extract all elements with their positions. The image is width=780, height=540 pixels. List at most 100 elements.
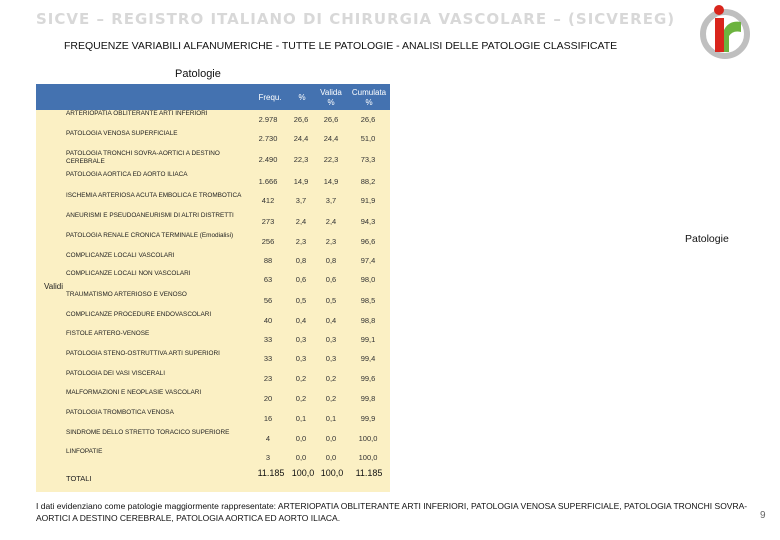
row-label: ISCHEMIA ARTERIOSA ACUTA EMBOLICA E TROM…: [66, 192, 242, 199]
row-pct-cell: 0,6: [295, 275, 307, 284]
total-frequency: 11.185: [257, 468, 285, 478]
header-frequency: Frequ.: [258, 93, 282, 102]
row-freq-cell: 20: [263, 394, 273, 403]
row-cum-cell: 97,4: [360, 256, 376, 265]
row-cum-cell: 26,6: [360, 115, 376, 124]
row-pct-cell: 0,4: [295, 316, 307, 325]
header-percent: %: [298, 93, 306, 102]
row-valid-cell: 0,8: [325, 256, 337, 265]
row-label: MALFORMAZIONI E NEOPLASIE VASCOLARI: [66, 389, 202, 396]
row-freq-cell: 56: [263, 296, 273, 305]
row-cum-cell: 98,5: [360, 296, 376, 305]
row-pct-cell: 0,3: [295, 335, 307, 344]
row-freq-cell: 33: [263, 354, 273, 363]
row-valid-cell: 24,4: [323, 134, 339, 143]
table-title: Patologie: [175, 68, 221, 80]
row-pct-cell: 3,7: [295, 196, 307, 205]
registry-logo: [700, 5, 750, 59]
row-label: SINDROME DELLO STRETTO TORACICO SUPERIOR…: [66, 429, 230, 436]
row-pct-cell: 0,2: [295, 374, 307, 383]
row-label: PATOLOGIA DEI VASI VISCERALI: [66, 370, 165, 377]
row-cum-cell: 96,6: [360, 237, 376, 246]
row-freq-cell: 63: [263, 275, 273, 284]
row-valid-cell: 0,6: [325, 275, 337, 284]
row-valid-cell: 26,6: [323, 115, 339, 124]
row-valid-cell: 0,3: [325, 354, 337, 363]
row-label: COMPLICANZE LOCALI VASCOLARI: [66, 252, 175, 259]
footer-note: I dati evidenziano come patologie maggio…: [36, 501, 748, 523]
row-pct-cell: 26,6: [293, 115, 309, 124]
total-valid-percent: 100,0: [320, 468, 344, 478]
slide-subtitle: FREQUENZE VARIABILI ALFANUMERICHE - TUTT…: [64, 40, 618, 52]
row-cum-cell: 99,8: [360, 394, 376, 403]
row-cum-cell: 100,0: [358, 453, 378, 462]
row-valid-cell: 0,5: [325, 296, 337, 305]
table-header-band: [36, 84, 390, 110]
row-cum-cell: 88,2: [360, 177, 376, 186]
total-cumulative: 11.185: [355, 468, 383, 478]
row-freq-cell: 23: [263, 374, 273, 383]
row-pct-cell: 22,3: [293, 155, 309, 164]
row-freq-cell: 4: [265, 434, 271, 443]
row-freq-cell: 273: [261, 217, 275, 226]
row-label: PATOLOGIA AORTICA ED AORTO ILIACA: [66, 171, 188, 178]
row-cum-cell: 99,9: [360, 414, 376, 423]
row-label: ANEURISMI E PSEUDOANEURISMI DI ALTRI DIS…: [66, 212, 234, 219]
row-label: ARTERIOPATIA OBLITERANTE ARTI INFERIORI: [66, 110, 208, 117]
row-freq-cell: 2.730: [258, 134, 278, 143]
row-pct-cell: 0,8: [295, 256, 307, 265]
row-freq-cell: 40: [263, 316, 273, 325]
header-valid-percent: Valida%: [320, 88, 342, 107]
row-cum-cell: 99,6: [360, 374, 376, 383]
row-cum-cell: 98,8: [360, 316, 376, 325]
row-valid-cell: 0,2: [325, 394, 337, 403]
row-valid-cell: 14,9: [323, 177, 339, 186]
total-label: TOTALI: [66, 474, 92, 483]
row-pct-cell: 0,3: [295, 354, 307, 363]
row-valid-cell: 0,2: [325, 374, 337, 383]
row-valid-cell: 3,7: [325, 196, 337, 205]
row-label: TRAUMATISMO ARTERIOSO E VENOSO: [66, 291, 187, 298]
row-valid-cell: 0,3: [325, 335, 337, 344]
row-freq-cell: 3: [265, 453, 271, 462]
row-pct-cell: 0,1: [295, 414, 307, 423]
page-number: 9: [760, 510, 766, 521]
row-valid-cell: 0,1: [325, 414, 337, 423]
row-cum-cell: 94,3: [360, 217, 376, 226]
chart-legend-label: Patologie: [685, 233, 729, 245]
row-freq-cell: 1.666: [258, 177, 278, 186]
row-pct-cell: 2,4: [295, 217, 307, 226]
row-label: FISTOLE ARTERO-VENOSE: [66, 330, 150, 337]
valid-group-label: Validi: [44, 282, 63, 291]
row-freq-cell: 88: [263, 256, 273, 265]
row-pct-cell: 0,5: [295, 296, 307, 305]
row-cum-cell: 98,0: [360, 275, 376, 284]
row-valid-cell: 0,4: [325, 316, 337, 325]
row-pct-cell: 14,9: [293, 177, 309, 186]
row-valid-cell: 22,3: [323, 155, 339, 164]
row-freq-cell: 2.490: [258, 155, 278, 164]
row-freq-cell: 256: [261, 237, 275, 246]
total-percent: 100,0: [291, 468, 315, 478]
row-label: PATOLOGIA TRONCHI SOVRA-AORTICI A DESTIN…: [66, 150, 220, 165]
row-valid-cell: 2,3: [325, 237, 337, 246]
row-freq-cell: 412: [261, 196, 275, 205]
row-label: COMPLICANZE LOCALI NON VASCOLARI: [66, 270, 191, 277]
row-label: PATOLOGIA RENALE CRONICA TERMINALE (Emod…: [66, 232, 234, 239]
row-freq-cell: 16: [263, 414, 273, 423]
row-cum-cell: 100,0: [358, 434, 378, 443]
row-label: PATOLOGIA STENO-OSTRUTTIVA ARTI SUPERIOR…: [66, 350, 220, 357]
row-label: PATOLOGIA VENOSA SUPERFICIALE: [66, 130, 178, 137]
row-pct-cell: 24,4: [293, 134, 309, 143]
row-label: PATOLOGIA TROMBOTICA VENOSA: [66, 409, 174, 416]
row-cum-cell: 99,4: [360, 354, 376, 363]
row-cum-cell: 99,1: [360, 335, 376, 344]
row-cum-cell: 73,3: [360, 155, 376, 164]
row-label: LINFOPATIE: [66, 448, 103, 455]
header-cumulative-percent: Cumulata%: [351, 88, 387, 107]
row-pct-cell: 2,3: [295, 237, 307, 246]
row-cum-cell: 51,0: [360, 134, 376, 143]
row-label: COMPLICANZE PROCEDURE ENDOVASCOLARI: [66, 311, 212, 318]
row-valid-cell: 0,0: [325, 453, 337, 462]
row-pct-cell: 0,2: [295, 394, 307, 403]
